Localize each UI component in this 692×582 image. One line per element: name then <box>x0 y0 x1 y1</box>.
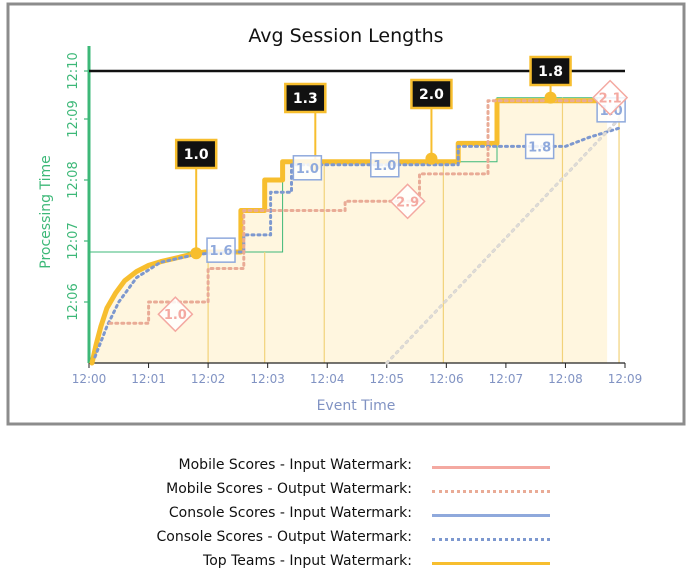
x-axis-label: Event Time <box>317 398 396 414</box>
y-tick-label: 12:09 <box>66 100 81 137</box>
x-tick-label: 12:04 <box>310 372 345 386</box>
series-line-0 <box>89 98 610 366</box>
y-tick-label: 12:10 <box>66 52 81 89</box>
series-line-1 <box>93 126 621 359</box>
legend-label: Mobile Scores - Input Watermark: <box>178 457 412 473</box>
callout-point <box>544 91 557 104</box>
callout-label: 1.8 <box>538 64 563 80</box>
console-box <box>292 155 323 181</box>
chart-svg: Avg Session Lengths 12:06 12:07 12:08 12:09 1… <box>6 2 686 426</box>
callout-label: 2.0 <box>419 87 444 103</box>
legend-swatch <box>432 490 550 493</box>
console-box <box>370 152 400 178</box>
legend-item: Console Scores - Input Watermark: <box>0 503 692 527</box>
legend-item: Mobile Scores - Output Watermark: <box>0 479 692 503</box>
mobile-diamond-label: 2.9 <box>396 195 419 210</box>
legend-label: Top Teams - Input Watermark: <box>203 553 412 569</box>
console-box <box>206 237 236 263</box>
y-tick-label: 12:08 <box>66 161 81 198</box>
callout-box <box>410 78 453 110</box>
console-box <box>524 133 555 160</box>
console-box-label: 1.6 <box>210 244 233 259</box>
legend-swatch <box>432 538 550 541</box>
chart-title: Avg Session Lengths <box>248 25 443 47</box>
legend-label: Mobile Scores - Output Watermark: <box>166 481 412 497</box>
x-tick-label: 12:07 <box>489 372 524 386</box>
legend-item: Top Teams - Input Watermark: <box>0 551 692 575</box>
legend-label: Console Scores - Input Watermark: <box>168 505 412 521</box>
x-tick-label: 12:03 <box>250 372 285 386</box>
legend: Mobile Scores - Input Watermark: Mobile S… <box>0 455 692 580</box>
y-tick-label: 12:06 <box>66 283 81 320</box>
callout-label: 1.0 <box>184 147 209 163</box>
console-box-label: 1.0 <box>373 159 396 174</box>
mobile-diamond <box>592 79 629 116</box>
mobile-diamond-label: 1.0 <box>164 308 187 323</box>
y-axis-label: Processing Time <box>38 155 54 268</box>
callout-point <box>190 247 203 260</box>
chart-container: Avg Session Lengths 12:06 12:07 12:08 12:09 1… <box>6 2 686 426</box>
callout-box <box>284 82 327 114</box>
legend-item: Console Scores - Output Watermark: <box>0 527 692 551</box>
legend-item: Mobile Scores - Input Watermark: <box>0 455 692 479</box>
x-tick-label: 12:02 <box>191 372 226 386</box>
mobile-diamond <box>389 183 426 220</box>
callout-point <box>425 152 438 165</box>
callout-box <box>529 55 572 87</box>
x-tick-label: 12:08 <box>548 372 583 386</box>
legend-swatch <box>432 514 550 517</box>
y-tick-label: 12:07 <box>66 222 81 259</box>
console-box-label: 1.8 <box>528 140 551 155</box>
x-tick-label: 12:00 <box>72 372 107 386</box>
console-box-label: 1.0 <box>296 162 319 177</box>
x-tick-label: 12:01 <box>131 372 166 386</box>
x-tick-label: 12:05 <box>369 372 404 386</box>
x-tick-label: 12:09 <box>608 372 643 386</box>
area-fill <box>91 100 608 363</box>
legend-label: Console Scores - Output Watermark: <box>156 529 413 545</box>
series-line-4 <box>385 118 620 364</box>
mobile-diamond <box>157 296 194 333</box>
legend-swatch <box>432 466 550 469</box>
callout-label: 1.3 <box>293 91 318 107</box>
series-line-2 <box>108 99 597 325</box>
legend-swatch <box>432 562 550 565</box>
callout-box <box>174 138 218 170</box>
mobile-diamond-label: 2.1 <box>599 92 622 107</box>
x-tick-label: 12:06 <box>429 372 464 386</box>
